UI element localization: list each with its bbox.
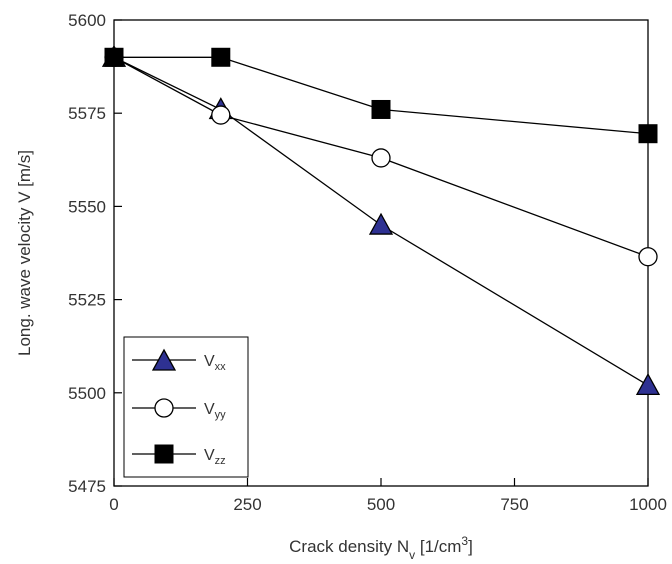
x-axis-label-main: Crack density N — [289, 537, 409, 556]
data-point-xx — [368, 212, 394, 235]
series-lines — [113, 56, 649, 386]
data-point-zz — [104, 47, 124, 67]
series-line-yy — [113, 56, 649, 258]
y-tick-label: 5575 — [68, 104, 106, 123]
legend-label-zz: Vzz — [204, 447, 226, 467]
data-point-yy — [211, 105, 231, 125]
x-axis-label-sub: v — [409, 548, 415, 562]
series-line-xx — [113, 56, 649, 386]
legend-entry-xx: Vxx — [132, 348, 226, 373]
legend-entry-yy: Vyy — [132, 398, 226, 421]
x-tick-label: 500 — [367, 495, 395, 514]
data-point-zz — [638, 124, 658, 144]
legend-marker-yy — [154, 398, 174, 418]
y-tick-label: 5550 — [68, 197, 106, 216]
y-tick-label: 5500 — [68, 384, 106, 403]
series-line-zz — [114, 56, 649, 135]
legend-label-xx: Vxx — [204, 353, 226, 373]
legend-label-yy: Vyy — [204, 401, 226, 421]
legend: Vxx Vyy Vzz — [123, 336, 249, 478]
data-point-yy — [371, 148, 391, 168]
x-tick-label: 1000 — [629, 495, 667, 514]
y-tick-label: 5600 — [68, 11, 106, 30]
x-axis-label-sup: 3 — [461, 534, 468, 548]
legend-marker-zz — [154, 444, 174, 464]
x-tick-label: 750 — [500, 495, 528, 514]
x-tick-label: 250 — [233, 495, 261, 514]
x-axis-label-mid: [1/cm — [415, 537, 461, 556]
series-layer — [101, 44, 661, 395]
x-axis-label-end: ] — [468, 537, 473, 556]
series-markers — [101, 44, 661, 395]
ticks: 5475 5500 5525 5550 5575 5600 0 250 500 750 1000 — [68, 11, 667, 514]
data-point-zz — [211, 47, 231, 67]
y-tick-label: 5525 — [68, 291, 106, 310]
legend-entry-zz: Vzz — [132, 444, 226, 467]
y-axis-label: Long. wave velocity V [m/s] — [15, 150, 34, 356]
data-point-zz — [371, 99, 391, 119]
x-tick-label: 0 — [109, 495, 118, 514]
x-axis-label: Crack density Nv [1/cm3] — [289, 534, 473, 562]
legend-marker-xx — [151, 348, 177, 371]
y-tick-label: 5475 — [68, 477, 106, 496]
data-point-xx — [635, 372, 661, 395]
data-point-yy — [638, 247, 658, 267]
legend-box — [123, 336, 249, 478]
